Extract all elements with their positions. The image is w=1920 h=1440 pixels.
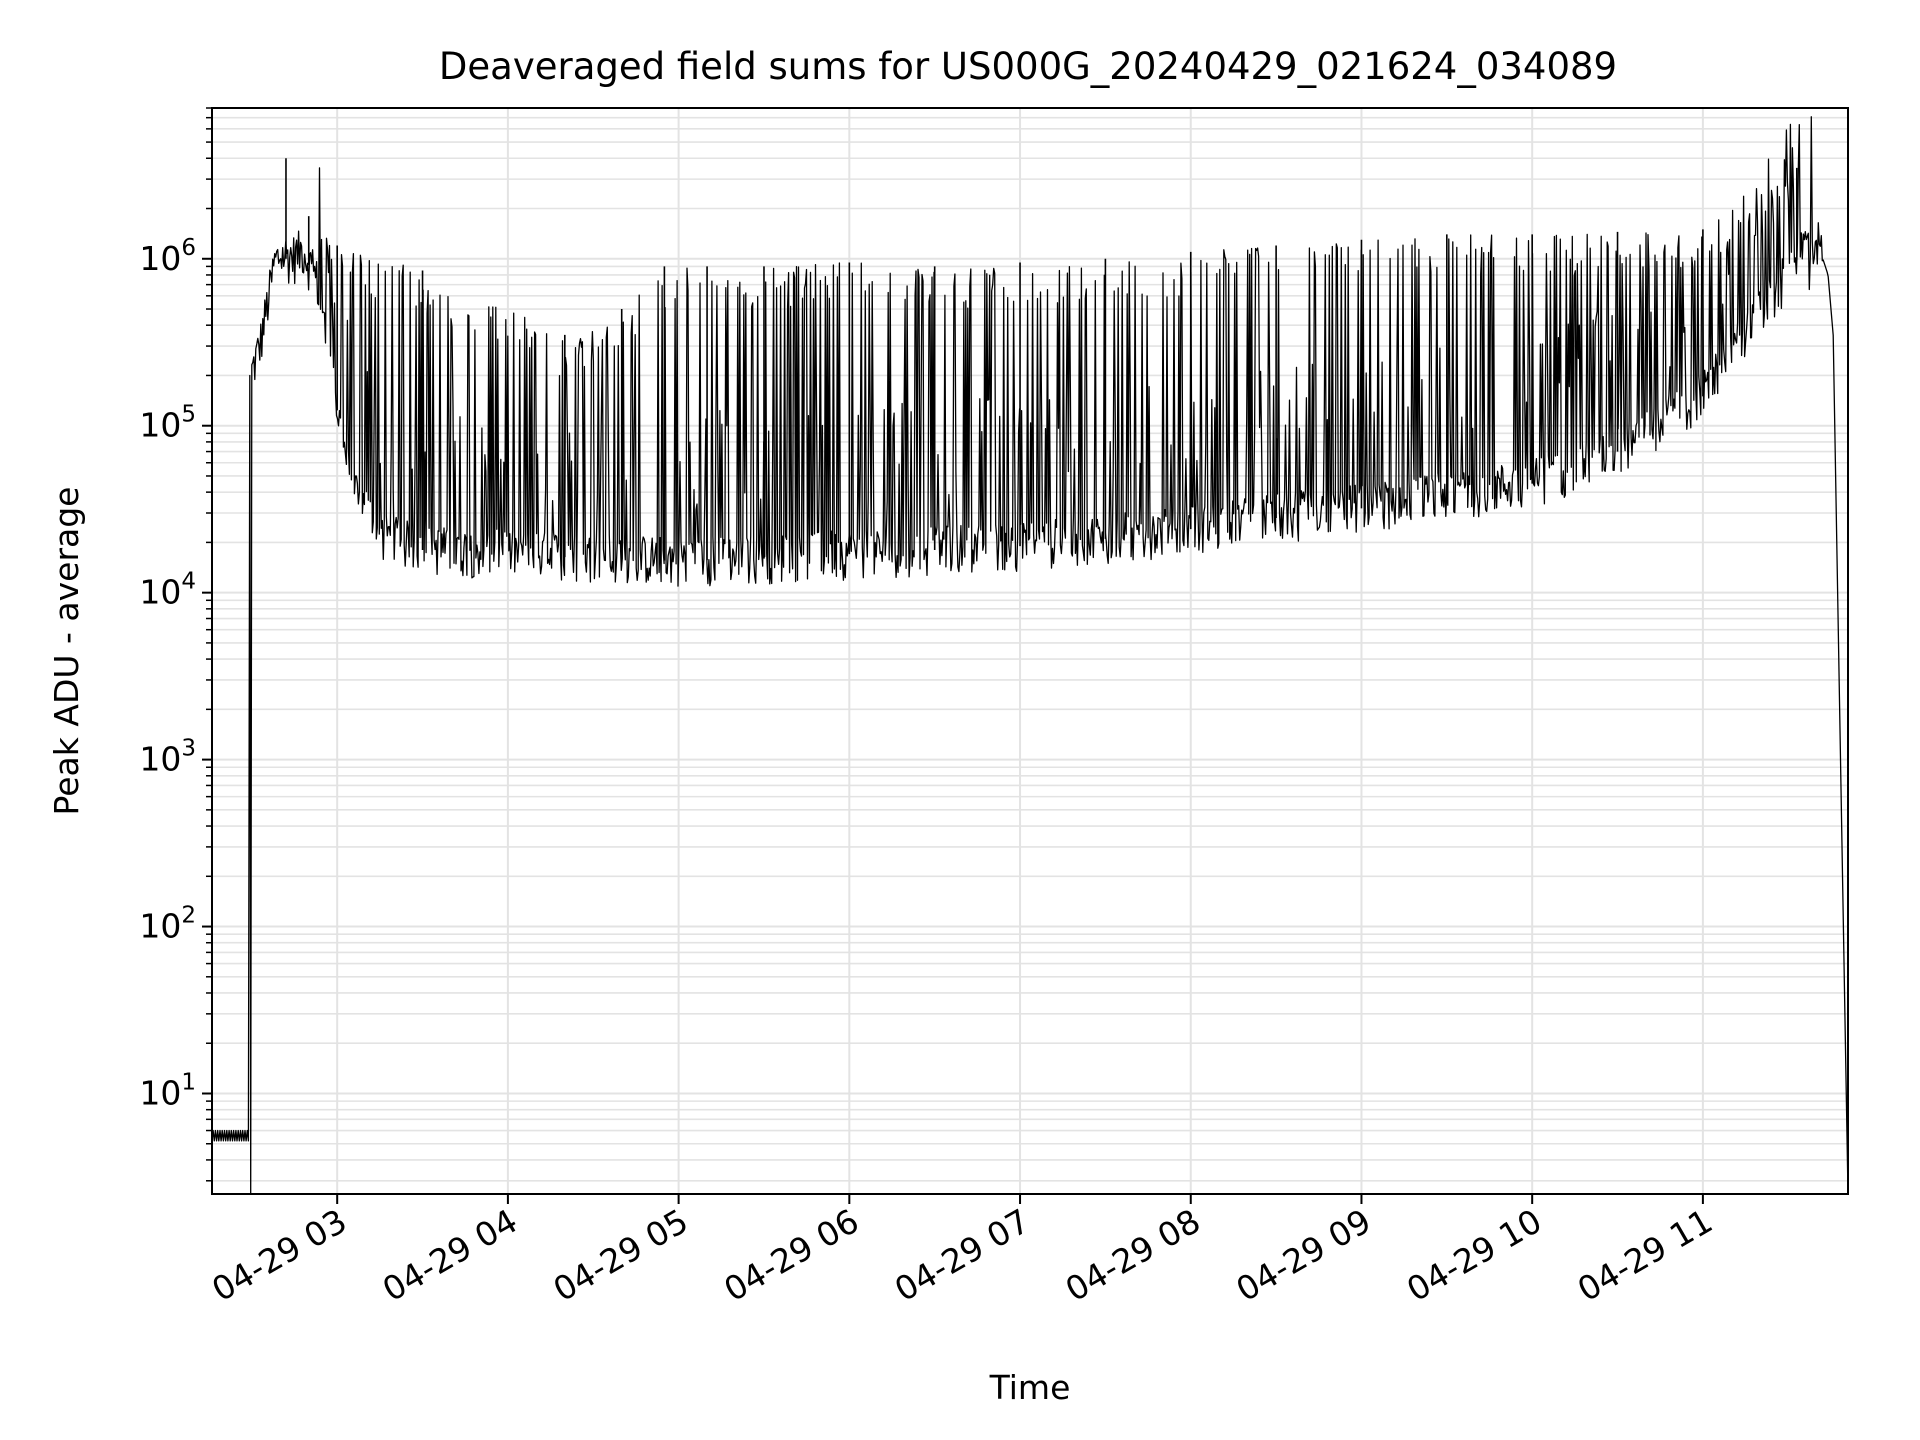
y-tick-label: 102 — [139, 903, 196, 946]
y-tick-label: 106 — [139, 235, 196, 278]
y-tick-label: 101 — [139, 1069, 196, 1112]
series-line — [211, 116, 1849, 1195]
chart-title: Deaveraged field sums for US000G_2024042… — [439, 45, 1617, 88]
y-axis-label: Peak ADU - average — [47, 487, 86, 816]
y-tick-label: 103 — [139, 736, 196, 779]
data-series — [211, 116, 1849, 1195]
y-axis: 101 102 103 104 105 106 — [139, 107, 212, 1182]
x-axis-label: Time — [989, 1368, 1071, 1407]
plot-area-frame — [211, 107, 1849, 1195]
y-tick-label: 105 — [139, 402, 196, 445]
y-tick-label: 104 — [139, 569, 196, 612]
